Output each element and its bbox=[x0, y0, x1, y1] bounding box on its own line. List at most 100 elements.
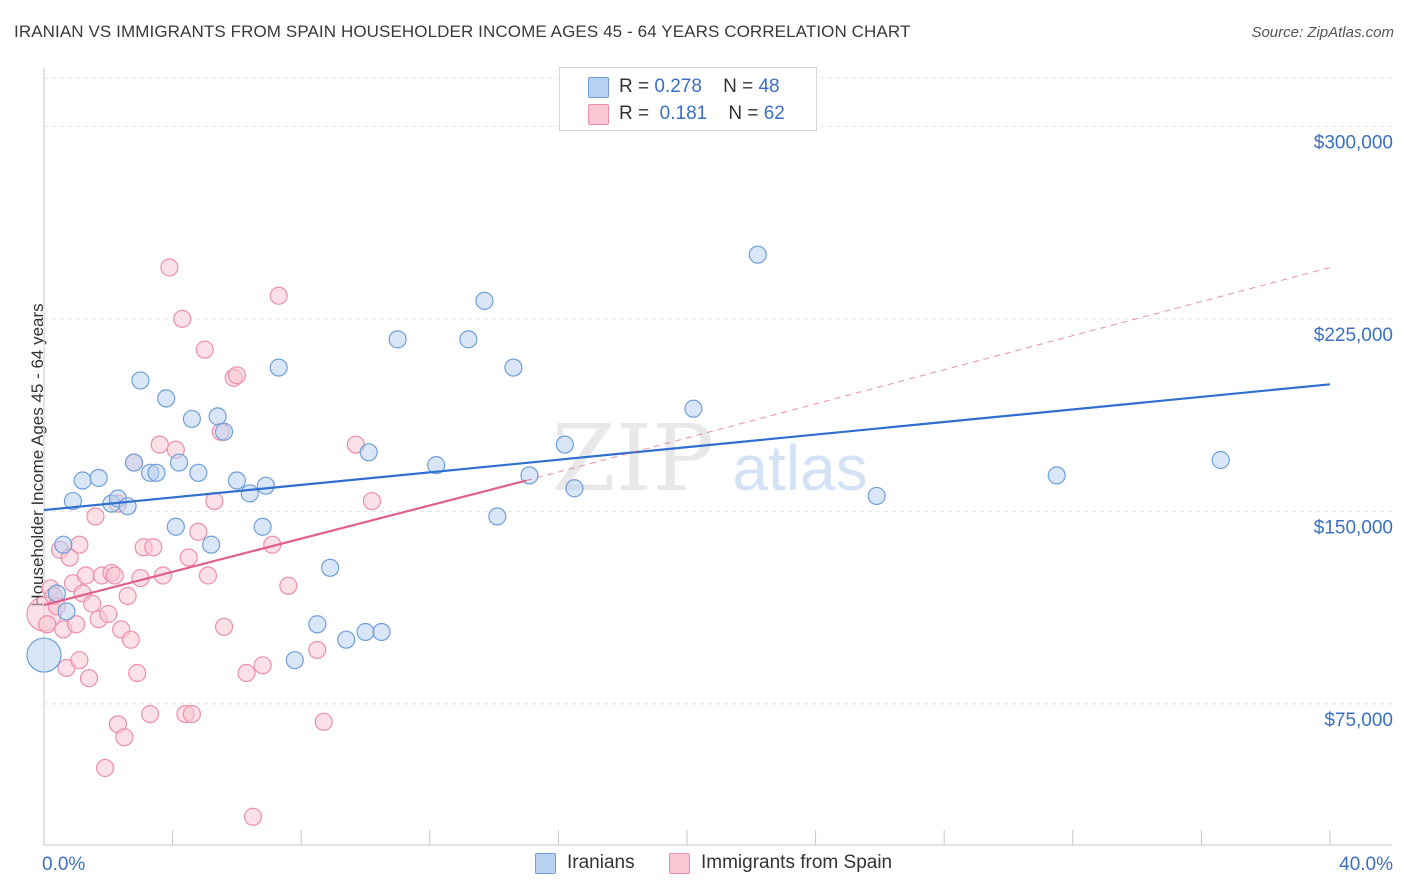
source-label: Source: ZipAtlas.com bbox=[1251, 24, 1394, 41]
point-iranians bbox=[388, 330, 407, 349]
point-iranians bbox=[57, 602, 76, 621]
point-iranians bbox=[256, 476, 275, 495]
tick-labels: $75,000 $150,000 $225,000 $300,000 0.0% 40.0% bbox=[42, 132, 1393, 875]
point-spain bbox=[150, 435, 169, 454]
point-spain bbox=[70, 651, 89, 670]
point-spain bbox=[189, 522, 208, 541]
point-spain bbox=[253, 656, 272, 675]
point-iranians bbox=[475, 291, 494, 310]
point-iranians bbox=[308, 615, 327, 634]
legend-r-value: 0.181 bbox=[654, 103, 708, 124]
point-iranians bbox=[356, 622, 375, 642]
legend-n-value: 48 bbox=[758, 76, 780, 97]
point-iranians bbox=[1047, 466, 1066, 485]
point-spain bbox=[314, 712, 333, 731]
point-spain bbox=[279, 576, 298, 595]
point-iranians bbox=[131, 371, 150, 390]
point-iranians bbox=[359, 443, 378, 462]
point-spain bbox=[227, 366, 246, 385]
point-iranians bbox=[73, 471, 92, 490]
point-spain bbox=[237, 663, 256, 683]
point-spain bbox=[83, 594, 102, 613]
point-iranians bbox=[372, 622, 391, 642]
point-spain bbox=[38, 615, 57, 634]
point-spain bbox=[128, 663, 147, 683]
point-iranians bbox=[124, 453, 144, 472]
point-iranians bbox=[54, 535, 73, 554]
point-spain bbox=[195, 340, 214, 359]
point-iranians bbox=[488, 507, 507, 526]
point-iranians bbox=[189, 463, 208, 482]
point-spain bbox=[243, 807, 263, 826]
point-spain bbox=[160, 258, 179, 277]
legend-r-label: R = bbox=[619, 103, 650, 124]
legend-r-value: 0.278 bbox=[654, 76, 702, 97]
point-spain bbox=[173, 309, 192, 328]
trend-line-spain bbox=[43, 479, 527, 607]
bottom-legend-label: Immigrants from Spain bbox=[701, 852, 893, 873]
point-iranians bbox=[427, 456, 446, 475]
trend-line-spain-extension bbox=[526, 267, 1331, 482]
point-iranians bbox=[157, 389, 176, 408]
point-iranians bbox=[169, 453, 189, 472]
point-spain bbox=[105, 566, 124, 585]
point-spain bbox=[118, 586, 137, 606]
point-spain bbox=[362, 491, 382, 511]
legend-label: R = 0.181 N = 62 bbox=[619, 103, 785, 125]
point-iranians bbox=[208, 407, 227, 426]
point-iranians bbox=[867, 486, 886, 506]
point-spain bbox=[67, 615, 86, 634]
legend: R = 0.278 N = 48 R = 0.181 N = 62 bbox=[559, 67, 817, 131]
point-iranians bbox=[214, 422, 234, 441]
point-iranians bbox=[89, 468, 108, 488]
point-spain bbox=[86, 507, 105, 526]
point-spain bbox=[95, 758, 115, 778]
watermark: ZIP atlas bbox=[552, 405, 868, 512]
x-tick-label: 40.0% bbox=[1339, 854, 1393, 875]
point-iranians bbox=[321, 558, 340, 577]
chart-title: IRANIAN VS IMMIGRANTS FROM SPAIN HOUSEHO… bbox=[14, 22, 911, 41]
y-tick-label: $150,000 bbox=[1314, 517, 1393, 538]
point-spain bbox=[198, 566, 218, 585]
point-spain bbox=[140, 704, 160, 724]
trend-lines bbox=[43, 267, 1331, 607]
point-iranians bbox=[147, 463, 166, 482]
point-iranians bbox=[1211, 450, 1230, 470]
bottom-legend-swatch-blue bbox=[535, 853, 556, 874]
watermark-atlas: atlas bbox=[732, 432, 867, 504]
y-tick-label: $300,000 bbox=[1314, 132, 1393, 153]
point-iranians bbox=[269, 358, 288, 377]
point-spain bbox=[70, 535, 89, 554]
point-spain bbox=[76, 566, 95, 585]
point-spain bbox=[214, 617, 234, 636]
point-iranians bbox=[748, 245, 767, 264]
point-spain bbox=[99, 604, 118, 624]
point-spain bbox=[115, 728, 134, 747]
legend-swatch-blue bbox=[588, 77, 609, 98]
point-iranians bbox=[285, 651, 304, 670]
point-iranians bbox=[520, 466, 539, 485]
point-spain bbox=[179, 548, 198, 567]
legend-n-label: N = bbox=[723, 76, 754, 97]
bottom-legend-swatch-pink bbox=[669, 853, 690, 874]
bottom-legend-label: Iranians bbox=[567, 852, 635, 873]
point-spain bbox=[308, 640, 327, 660]
point-iranians bbox=[240, 484, 259, 503]
point-iranians bbox=[253, 517, 272, 536]
y-tick-label: $75,000 bbox=[1324, 710, 1393, 731]
trend-line-iranians bbox=[43, 383, 1331, 512]
point-iranians bbox=[182, 409, 201, 429]
point-spain bbox=[79, 669, 99, 688]
series-iranians bbox=[26, 245, 1230, 673]
legend-label: R = 0.278 N = 48 bbox=[619, 76, 780, 98]
point-iranians bbox=[63, 491, 83, 511]
point-iranians bbox=[227, 471, 246, 490]
point-spain bbox=[182, 704, 201, 724]
point-iranians bbox=[555, 435, 574, 454]
legend-n-value: 62 bbox=[763, 103, 785, 124]
point-iranians bbox=[565, 479, 584, 498]
legend-n-label: N = bbox=[728, 103, 759, 124]
legend-swatch-pink bbox=[588, 104, 609, 125]
x-tick-label: 0.0% bbox=[42, 854, 85, 875]
